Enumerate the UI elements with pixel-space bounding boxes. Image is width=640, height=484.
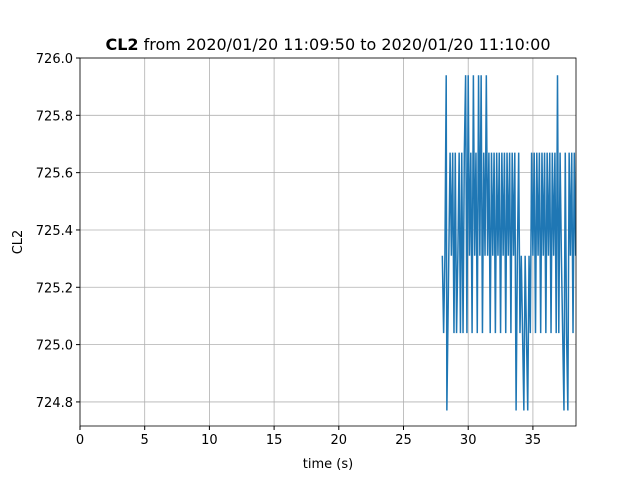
x-tick-label: 20 xyxy=(331,433,348,448)
x-tick-label: 10 xyxy=(201,433,218,448)
x-tick-label: 0 xyxy=(76,433,84,448)
title-text: from 2020/01/20 11:09:50 to 2020/01/20 1… xyxy=(144,35,551,54)
y-tick-label: 725.6 xyxy=(36,167,73,182)
y-tick-label: 725.4 xyxy=(36,224,73,239)
y-tick-label: 726.0 xyxy=(36,52,73,67)
x-tick-label: 25 xyxy=(395,433,412,448)
plot-frame xyxy=(79,57,577,427)
x-tick-label: 15 xyxy=(266,433,283,448)
y-tick-label: 725.2 xyxy=(36,281,73,296)
data-line xyxy=(441,75,576,411)
x-tick-label: 30 xyxy=(460,433,477,448)
x-axis-label: time (s) xyxy=(303,457,353,472)
y-tick-label: 725.8 xyxy=(36,109,73,124)
y-tick-label: 724.8 xyxy=(36,396,73,411)
title-bold: CL2 xyxy=(105,35,138,54)
x-tick-label: 35 xyxy=(525,433,542,448)
y-tick-label: 725.0 xyxy=(36,339,73,354)
x-tick-label: 5 xyxy=(141,433,149,448)
chart-title: CL2 from 2020/01/20 11:09:50 to 2020/01/… xyxy=(105,35,550,54)
y-axis-label: CL2 xyxy=(11,230,26,255)
